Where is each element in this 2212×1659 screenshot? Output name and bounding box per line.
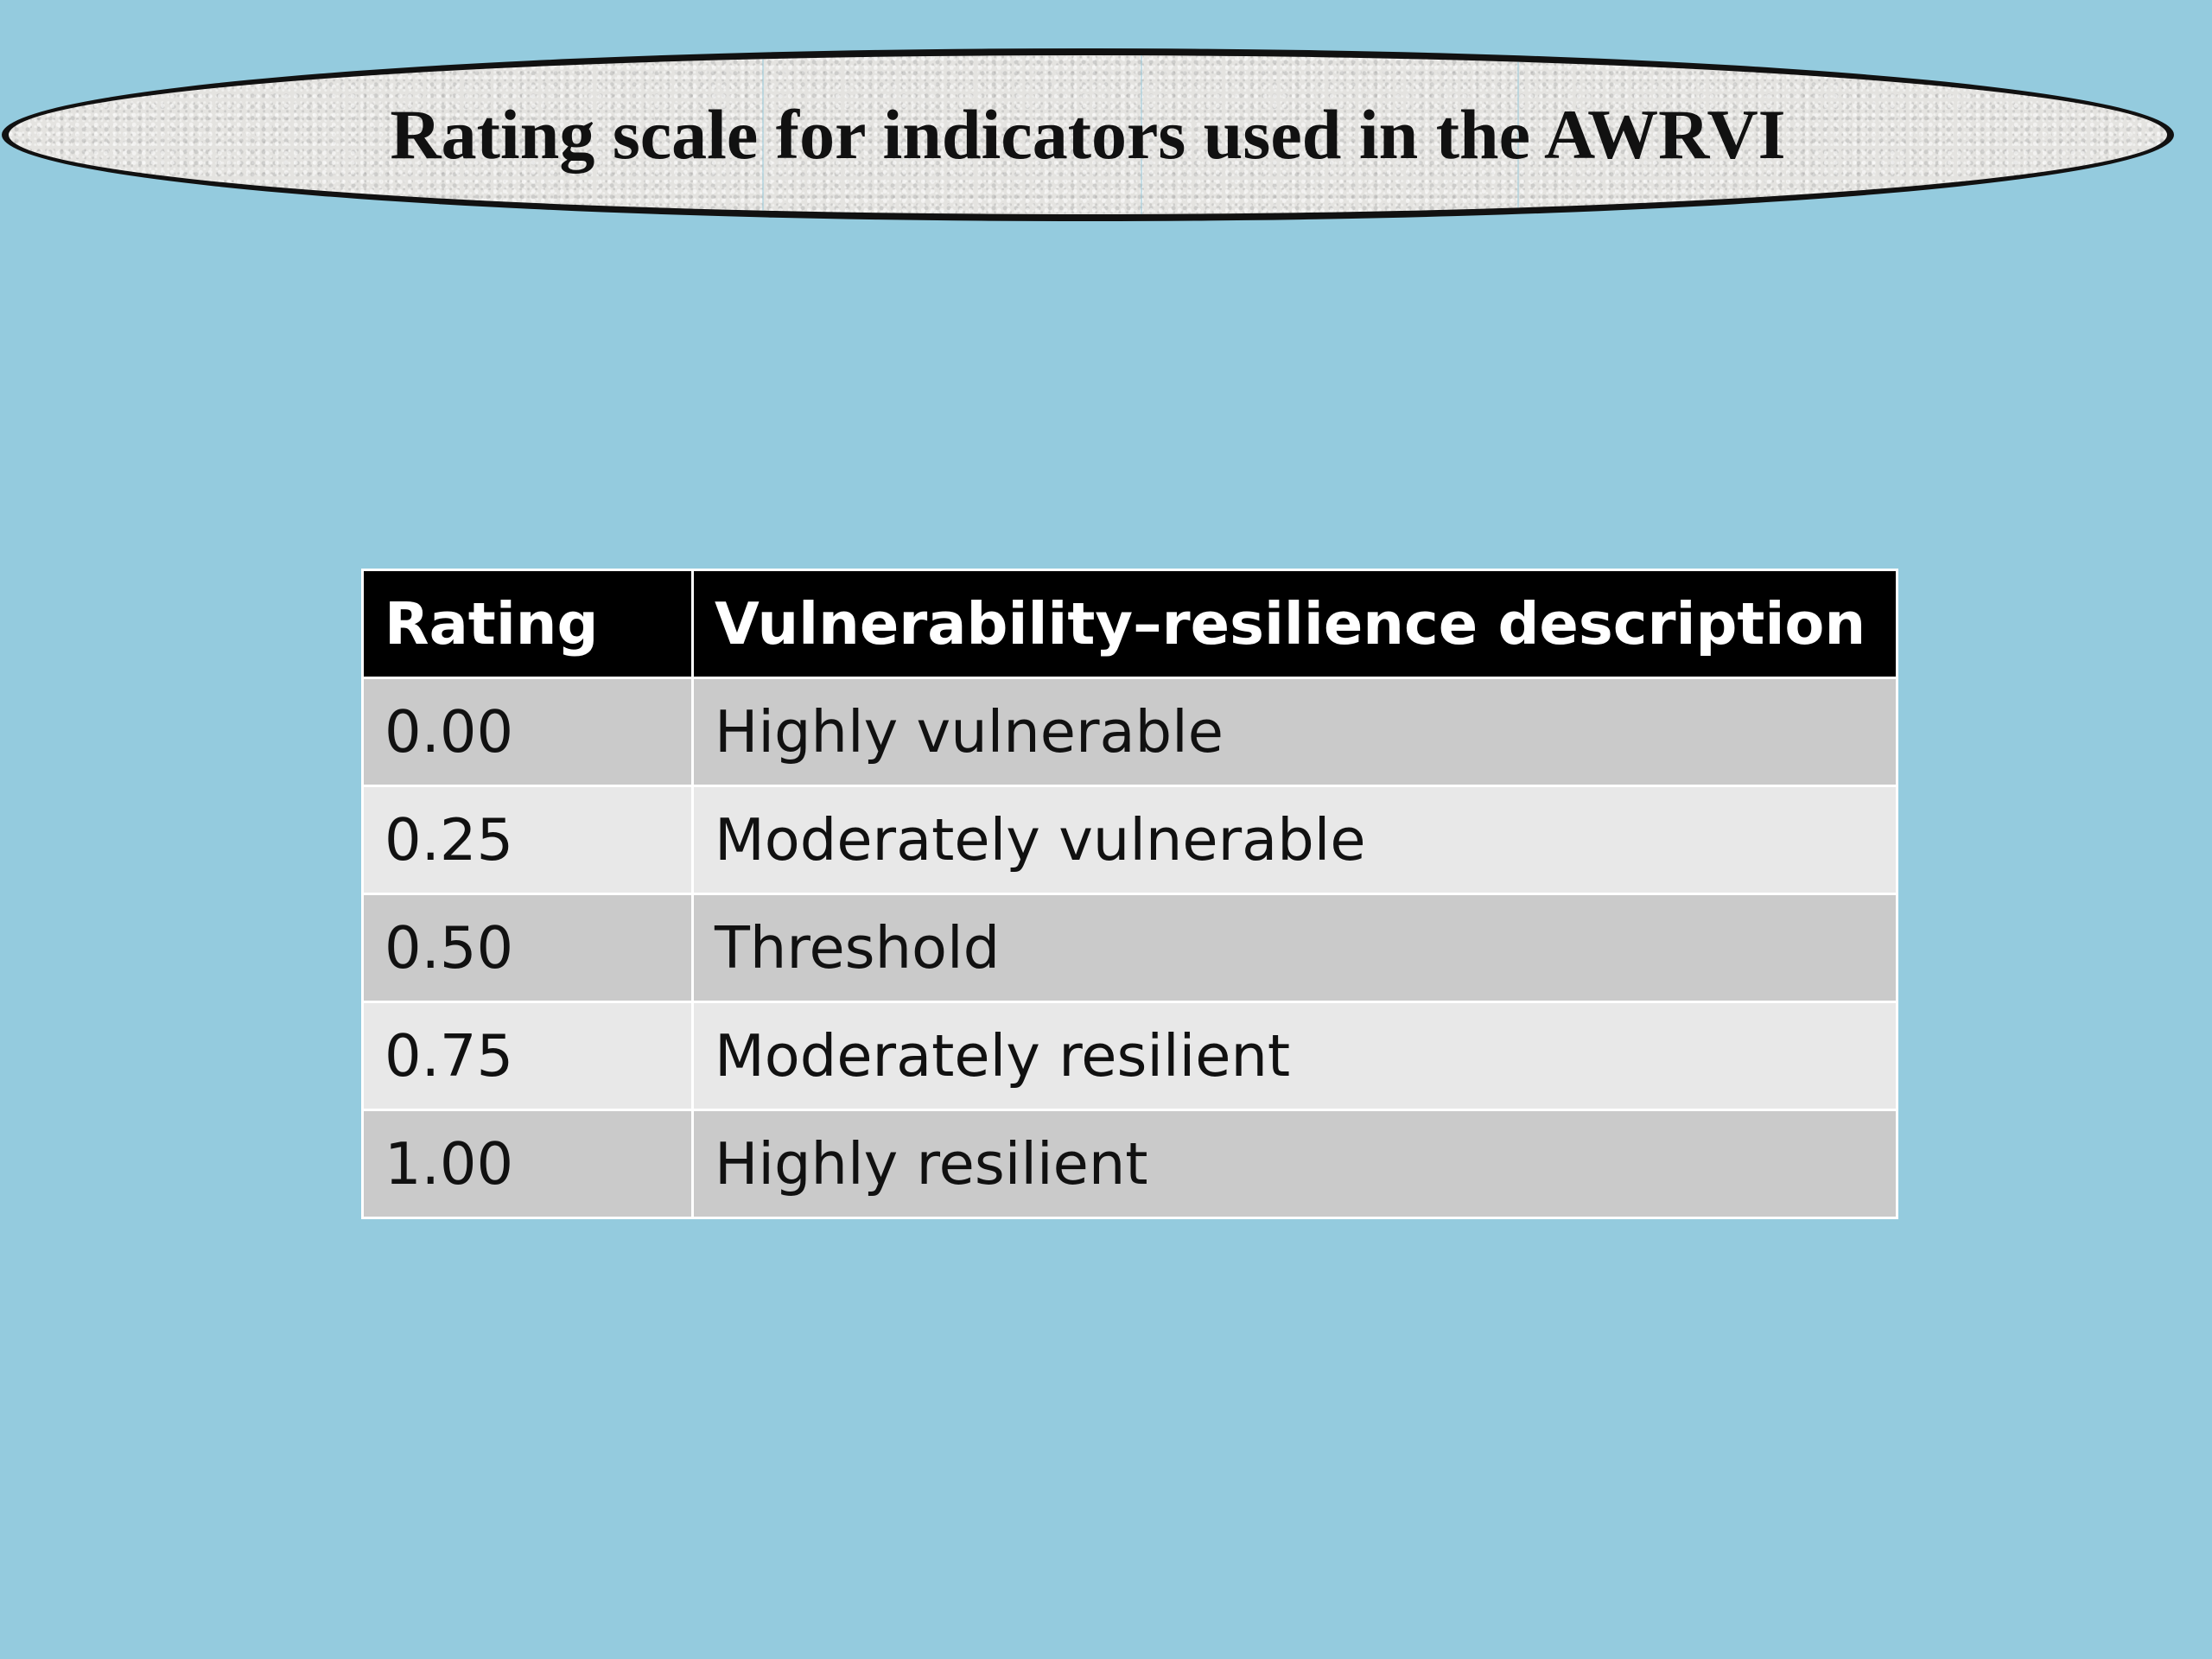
rating-scale-table: Rating Vulnerability–resilience descript… bbox=[361, 569, 1898, 1219]
banner-guide-line bbox=[762, 55, 764, 214]
table-row: 0.25 Moderately vulnerable bbox=[361, 785, 1898, 895]
table-row: 0.75 Moderately resilient bbox=[361, 1001, 1898, 1111]
rating-cell: 1.00 bbox=[361, 1109, 694, 1219]
description-cell: Moderately vulnerable bbox=[691, 785, 1898, 895]
rating-cell: 0.50 bbox=[361, 893, 694, 1003]
description-cell: Highly resilient bbox=[691, 1109, 1898, 1219]
rating-cell: 0.25 bbox=[361, 785, 694, 895]
description-cell: Highly vulnerable bbox=[691, 677, 1898, 787]
rating-cell: 0.00 bbox=[361, 677, 694, 787]
description-cell: Moderately resilient bbox=[691, 1001, 1898, 1111]
banner-guide-line bbox=[1517, 55, 1519, 214]
table-header-row: Rating Vulnerability–resilience descript… bbox=[361, 569, 1898, 679]
description-column-header: Vulnerability–resilience description bbox=[691, 569, 1898, 679]
table-row: 0.00 Highly vulnerable bbox=[361, 677, 1898, 787]
banner-guide-line bbox=[1141, 55, 1142, 214]
slide-title: Rating scale for indicators used in the … bbox=[390, 95, 1786, 174]
table-row: 0.50 Threshold bbox=[361, 893, 1898, 1003]
title-banner: Rating scale for indicators used in the … bbox=[2, 48, 2174, 221]
description-cell: Threshold bbox=[691, 893, 1898, 1003]
rating-cell: 0.75 bbox=[361, 1001, 694, 1111]
rating-column-header: Rating bbox=[361, 569, 694, 679]
table-row: 1.00 Highly resilient bbox=[361, 1109, 1898, 1219]
